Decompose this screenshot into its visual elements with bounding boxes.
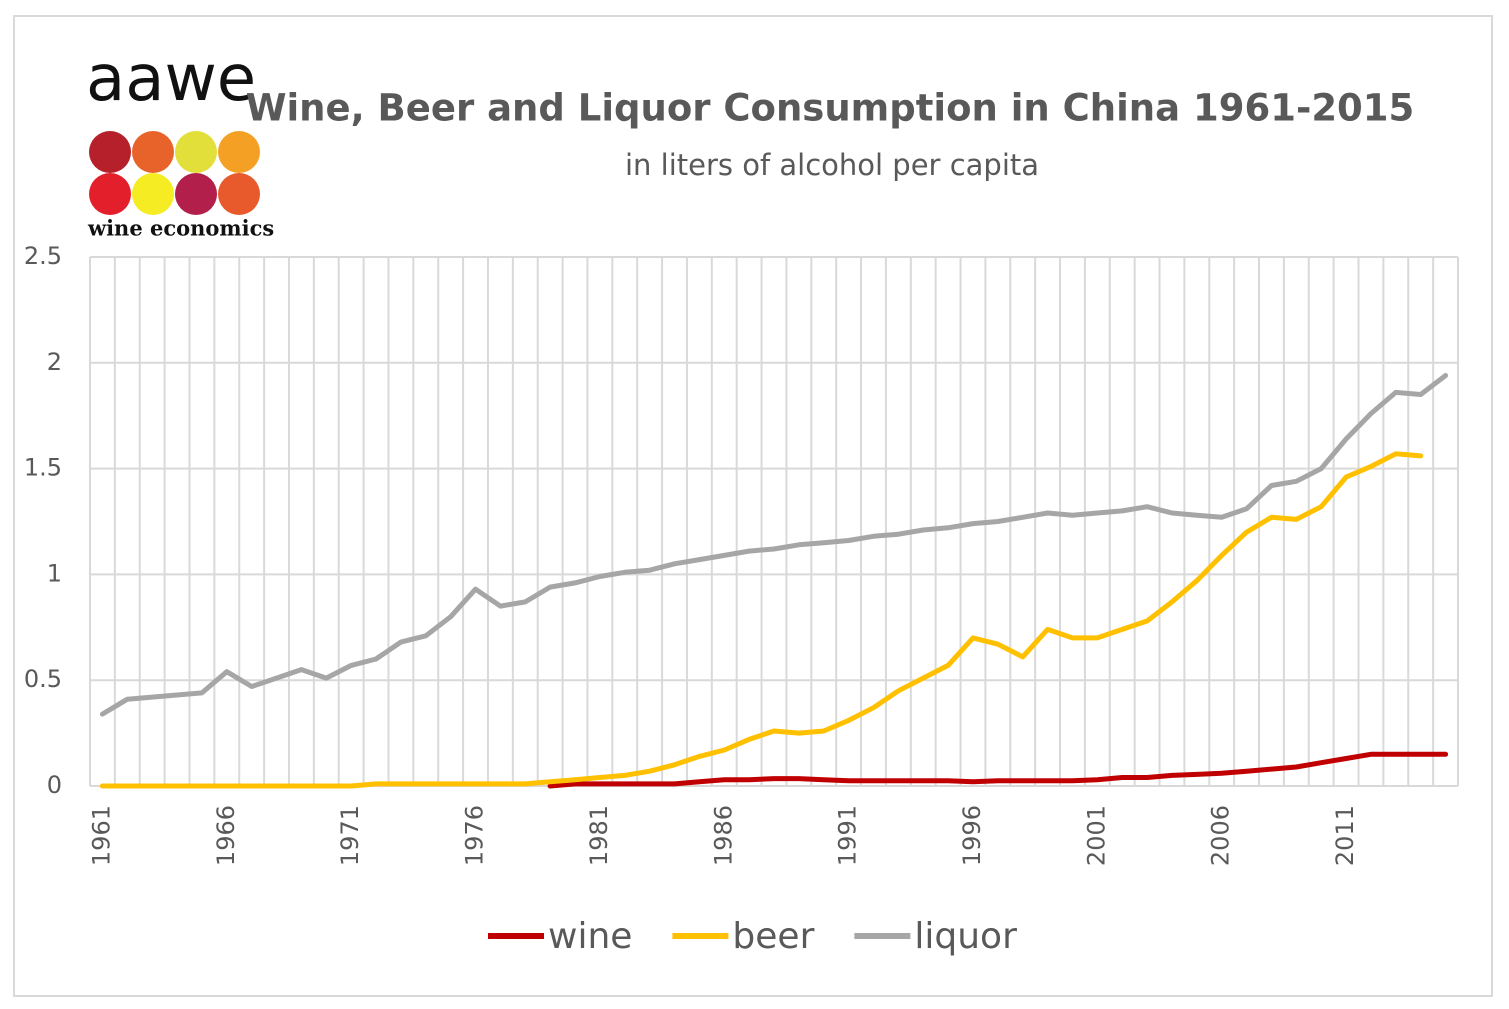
x-tick-label: 2006 [1207,805,1235,866]
series-line [547,751,1449,789]
y-tick-label: 2 [47,348,62,376]
y-tick-label: 1.5 [24,454,62,482]
legend-label: wine [548,916,632,957]
y-tick-label: 0.5 [24,665,62,693]
legend-label: liquor [914,916,1017,957]
chart-title: Wine, Beer and Liquor Consumption in Chi… [246,87,1415,130]
x-tick-label: 1991 [834,805,862,866]
x-tick-label: 1981 [585,805,613,866]
logo: aawe wine economics [86,42,274,241]
logo-dot [175,131,217,173]
logo-dot [132,131,174,173]
x-tick-label: 2001 [1082,805,1110,866]
logo-dot [89,131,131,173]
logo-tagline: wine economics [87,216,274,241]
logo-dot [175,173,217,215]
x-tick-label: 1976 [461,805,489,866]
logo-dot [218,131,260,173]
y-tick-label: 0 [47,771,62,799]
x-tick-label: 1961 [87,805,115,866]
logo-text: aawe [86,42,256,116]
x-tick-label: 1966 [212,805,240,866]
x-tick-label: 1971 [336,805,364,866]
x-tick-label: 1996 [958,805,986,866]
logo-dot [218,173,260,215]
chart-subtitle: in liters of alcohol per capita [625,148,1039,182]
y-tick-label: 2.5 [24,242,62,270]
series-line [99,451,1424,789]
x-tick-label: 2011 [1331,805,1359,866]
y-tick-label: 1 [47,559,62,587]
legend-label: beer [732,916,814,957]
series-line [99,373,1449,717]
logo-dot [89,173,131,215]
x-tick-label: 1986 [709,805,737,866]
chart-frame [13,15,1493,997]
logo-dot [132,173,174,215]
